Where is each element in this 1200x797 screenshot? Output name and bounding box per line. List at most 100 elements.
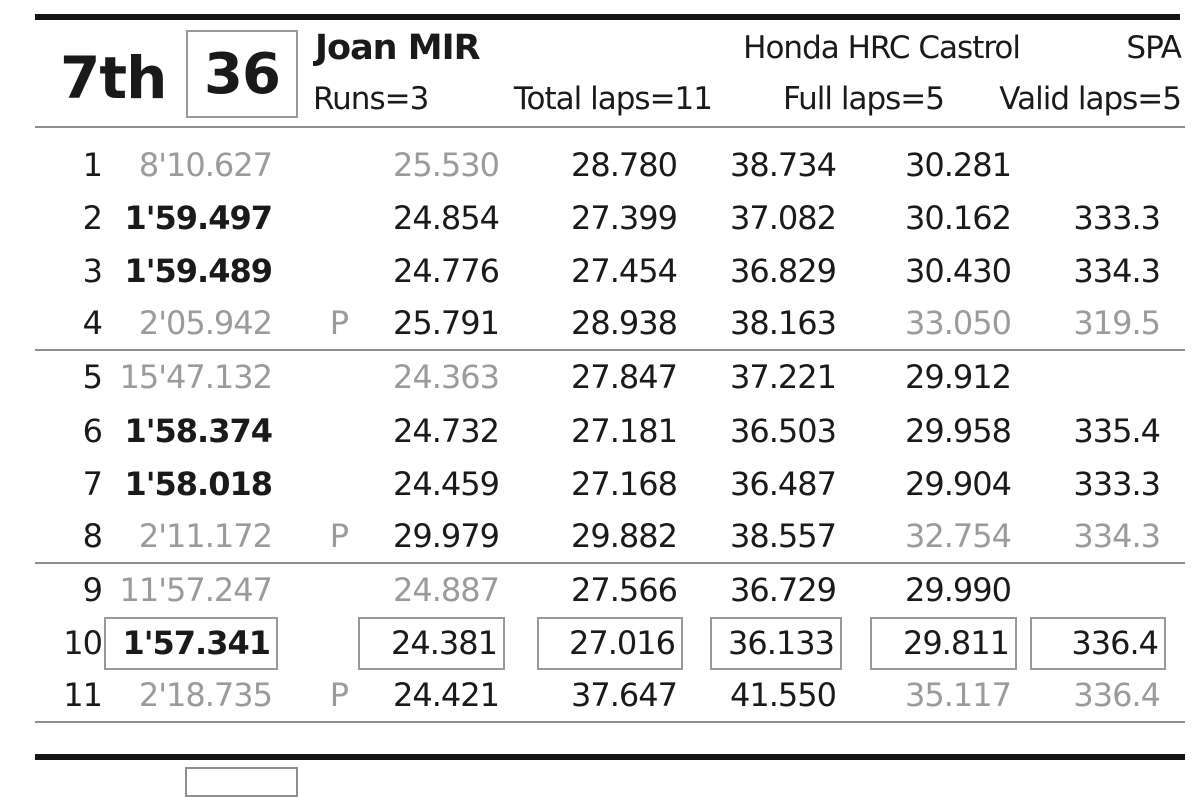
column-spacer [505, 138, 537, 191]
sector-3: 37.221 [730, 358, 837, 397]
column-spacer [1166, 510, 1185, 561]
sector-2: 27.566 [571, 571, 678, 610]
full-laps-label: Full laps=5 [783, 81, 945, 117]
column-spacer [1017, 138, 1030, 191]
column-spacer [1166, 670, 1185, 721]
column-spacer [1017, 670, 1030, 721]
column-spacer [505, 564, 537, 617]
lap-number: 8 [82, 516, 103, 555]
column-spacer [1166, 191, 1185, 244]
column-spacer [842, 510, 870, 561]
bottom-rule [35, 754, 1185, 760]
column-spacer [683, 510, 710, 561]
column-spacer [505, 351, 537, 404]
column-spacer [842, 298, 870, 349]
lap-number: 10 [63, 624, 103, 663]
lap-time: 2'11.172 [138, 516, 273, 555]
top-speed: 336.4 [1030, 616, 1166, 670]
sector-2: 27.181 [571, 411, 678, 450]
column-spacer [505, 404, 537, 457]
top-speed: 335.4 [1073, 411, 1161, 450]
lap-row-4: 4 2'05.942 P 25.791 28.938 38.163 33.050 319.5 [35, 298, 1185, 351]
sector-1: 24.854 [393, 198, 500, 237]
lap-time: 1'58.374 [124, 411, 273, 450]
column-spacer [505, 298, 537, 349]
sector-3: 38.163 [730, 304, 837, 343]
column-spacer [683, 244, 710, 297]
pit-flag [278, 564, 358, 617]
column-spacer [505, 191, 537, 244]
column-spacer [683, 404, 710, 457]
sector-4: 32.754 [905, 516, 1012, 555]
column-spacer [842, 138, 870, 191]
lap-table: 1 8'10.627 25.530 28.780 38.734 30.281 2 1'59.4… [35, 138, 1185, 724]
pit-flag [278, 191, 358, 244]
sector-1: 29.979 [393, 516, 500, 555]
column-spacer [505, 670, 537, 721]
sector-2: 27.168 [571, 464, 678, 503]
sector-2: 27.399 [571, 198, 678, 237]
sector-1: 24.887 [393, 571, 500, 610]
column-spacer [842, 191, 870, 244]
sector-3: 38.557 [730, 516, 837, 555]
rider-number-box: 36 [186, 30, 298, 118]
sector-2: 27.454 [571, 251, 678, 290]
lap-time: 11'57.247 [119, 571, 273, 610]
sector-3: 36.503 [730, 411, 837, 450]
column-spacer [1166, 298, 1185, 349]
column-spacer [683, 298, 710, 349]
sector-4: 29.912 [905, 358, 1012, 397]
lap-number: 7 [82, 464, 103, 503]
sector-3: 36.487 [730, 464, 837, 503]
column-spacer [1017, 351, 1030, 404]
pit-flag [278, 138, 358, 191]
top-speed [1030, 138, 1166, 191]
column-spacer [1017, 510, 1030, 561]
lap-row-1: 1 8'10.627 25.530 28.780 38.734 30.281 [35, 138, 1185, 191]
sector-1: 25.791 [393, 304, 500, 343]
lap-number: 11 [63, 676, 103, 715]
pit-flag [278, 244, 358, 297]
sector-2: 37.647 [571, 676, 678, 715]
column-spacer [1017, 298, 1030, 349]
column-spacer [683, 138, 710, 191]
lap-number: 1 [82, 145, 103, 184]
sector-4: 30.430 [905, 251, 1012, 290]
sector-4: 29.958 [905, 411, 1012, 450]
column-spacer [683, 457, 710, 510]
team-name: Honda HRC Castrol [743, 30, 1021, 66]
column-spacer [1017, 244, 1030, 297]
lap-number: 9 [82, 571, 103, 610]
sector-2: 28.938 [571, 304, 678, 343]
column-spacer [1166, 457, 1185, 510]
column-spacer [683, 670, 710, 721]
column-spacer [1017, 404, 1030, 457]
sector-3: 38.734 [730, 145, 837, 184]
column-spacer [842, 670, 870, 721]
sector-4: 30.162 [905, 198, 1012, 237]
sector-4: 29.811 [870, 616, 1017, 670]
pit-flag: P [329, 304, 349, 343]
sector-3: 41.550 [730, 676, 837, 715]
column-spacer [683, 351, 710, 404]
top-speed: 334.3 [1073, 251, 1161, 290]
sector-3: 37.082 [730, 198, 837, 237]
lap-row-2: 2 1'59.497 24.854 27.399 37.082 30.162 333.3 [35, 191, 1185, 244]
column-spacer [505, 244, 537, 297]
column-spacer [1017, 457, 1030, 510]
lap-number: 6 [82, 411, 103, 450]
top-speed [1030, 564, 1166, 617]
runs-label: Runs=3 [313, 81, 429, 117]
sector-4: 35.117 [905, 676, 1012, 715]
column-spacer [683, 564, 710, 617]
sector-1: 24.732 [393, 411, 500, 450]
pit-flag [278, 404, 358, 457]
column-spacer [842, 404, 870, 457]
column-spacer [505, 617, 537, 670]
sector-3: 36.729 [730, 571, 837, 610]
sector-1: 24.381 [358, 616, 505, 670]
column-spacer [842, 564, 870, 617]
lap-row-3: 3 1'59.489 24.776 27.454 36.829 30.430 334.3 [35, 244, 1185, 297]
rider-name: Joan MIR [315, 28, 481, 68]
column-spacer [1166, 404, 1185, 457]
